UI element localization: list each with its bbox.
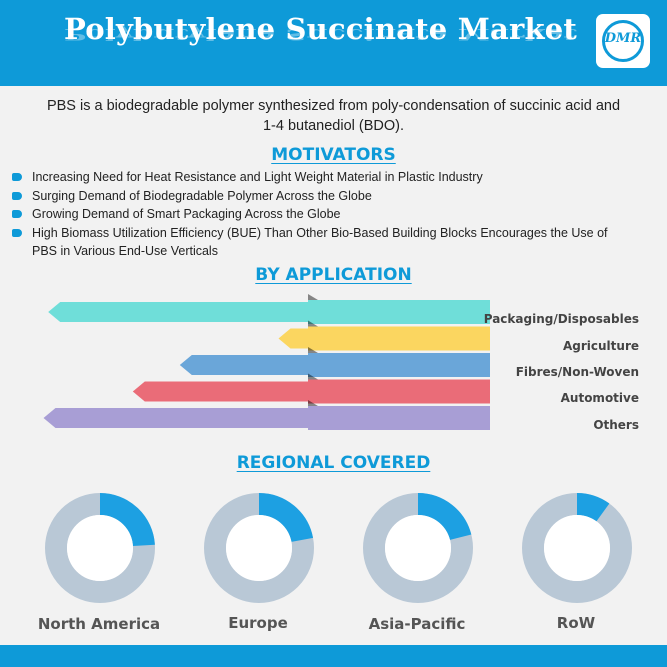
motivator-item: Growing Demand of Smart Packaging Across…	[10, 205, 610, 224]
donut-share-segment	[522, 493, 632, 603]
donut-europe	[204, 493, 314, 603]
region-label-row: RoW	[556, 614, 596, 632]
regional-title: REGIONAL COVERED	[236, 453, 431, 473]
donut-row	[522, 493, 632, 603]
arrow-fold-packaging	[308, 294, 318, 300]
app-label-agriculture: Agriculture	[562, 339, 639, 353]
bullet-icon	[12, 228, 22, 237]
donut-asia-pacific	[363, 493, 473, 603]
header-banner: Polybutylene Succinate Market Polybutyle…	[0, 0, 667, 86]
dmr-logo: DMR	[596, 14, 650, 68]
bullet-icon	[12, 210, 22, 218]
application-arrows	[43, 294, 491, 430]
logo-text: DMR	[604, 31, 642, 46]
app-label-automotive: Automotive	[560, 391, 639, 405]
motivator-text: High Biomass Utilization Efficiency (BUE…	[32, 225, 608, 259]
donut-hole	[226, 515, 292, 581]
arrow-automotive	[132, 379, 491, 404]
donut-share-segment	[363, 493, 473, 603]
arrow-agriculture	[278, 326, 490, 351]
arrow-fold-agriculture	[308, 320, 318, 327]
donut-hole	[544, 515, 610, 581]
motivator-text: Increasing Need for Heat Resistance and …	[32, 170, 483, 184]
donut-share-segment	[204, 493, 314, 603]
arrow-fold-others	[308, 400, 318, 406]
motivators-title: MOTIVATORS	[271, 145, 396, 165]
donut-north-america	[45, 493, 155, 603]
page-title: Polybutylene Succinate Market	[64, 12, 578, 46]
arrow-packaging	[48, 300, 490, 324]
motivator-text: Growing Demand of Smart Packaging Across…	[32, 207, 341, 221]
app-label-packaging: Packaging/Disposables	[483, 312, 639, 326]
arrow-fibres	[179, 353, 491, 377]
arrow-fold-automotive	[308, 373, 318, 380]
motivator-item: High Biomass Utilization Efficiency (BUE…	[10, 224, 610, 261]
app-label-others: Others	[593, 418, 639, 432]
motivator-text: Surging Demand of Biodegradable Polymer …	[32, 188, 372, 203]
page-title-reflection: Polybutylene Succinate Market	[64, 25, 578, 44]
motivator-item: Increasing Need for Heat Resistance and …	[10, 168, 610, 187]
region-label-north-america: North America	[37, 615, 161, 633]
donut-share-segment	[45, 493, 155, 603]
region-label-europe: Europe	[228, 614, 288, 632]
bullet-icon	[12, 173, 22, 181]
arrow-others	[43, 406, 490, 430]
intro-text: PBS is a biodegradable polymer synthesiz…	[46, 98, 621, 134]
footer-bar	[0, 645, 667, 667]
motivator-item: Surging Demand of Biodegradable Polymer …	[10, 187, 610, 206]
app-label-fibres: Fibres/Non-Woven	[515, 365, 639, 379]
application-title: BY APPLICATION	[255, 265, 412, 285]
bullet-icon	[12, 191, 22, 200]
donut-hole	[67, 515, 133, 581]
logo-ring	[602, 20, 644, 62]
region-label-asia-pacific: Asia-Pacific	[368, 615, 466, 633]
arrow-fold-fibres	[308, 347, 318, 353]
donut-hole	[385, 515, 451, 581]
motivators-list: Increasing Need for Heat Resistance and …	[10, 168, 610, 261]
